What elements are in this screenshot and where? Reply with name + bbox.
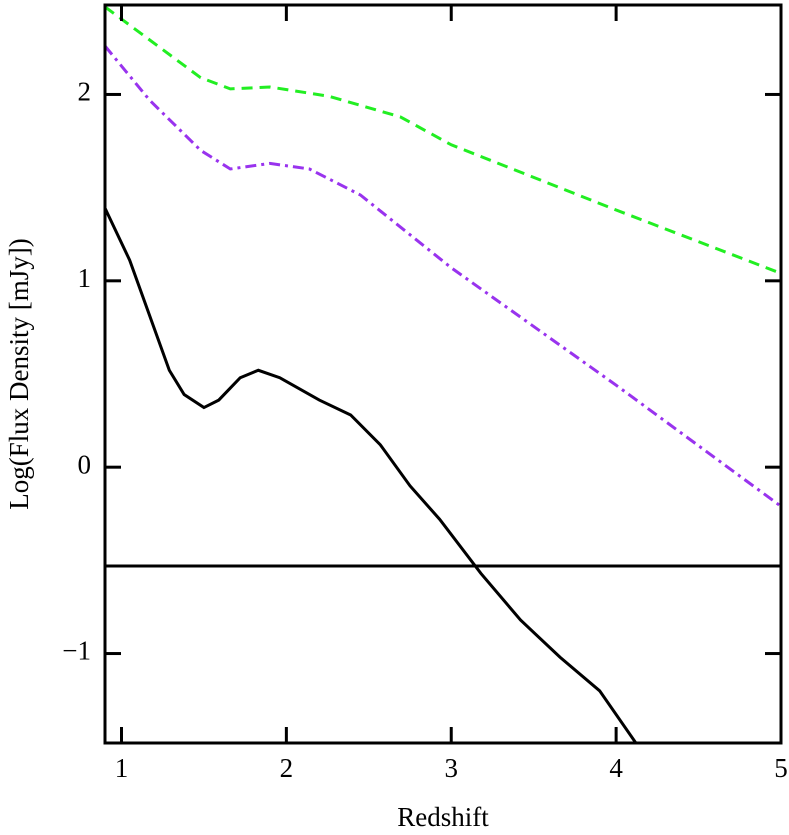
y-tick-label: 2 [78,77,92,107]
x-tick-label: 5 [774,753,788,783]
y-tick-label: −1 [62,636,91,666]
data-line [105,45,781,508]
x-tick-label: 1 [115,753,129,783]
y-tick-label: 1 [78,263,92,293]
data-line [105,207,638,743]
x-tick-label: 4 [609,753,623,783]
x-axis-label: Redshift [397,802,489,832]
plot-frame [103,3,783,745]
y-axis-label: Log(Flux Density [mJy]) [4,238,34,509]
y-tick-label: 0 [78,449,92,479]
data-line [105,5,781,275]
x-tick-label: 2 [280,753,294,783]
x-tick-label: 3 [444,753,458,783]
